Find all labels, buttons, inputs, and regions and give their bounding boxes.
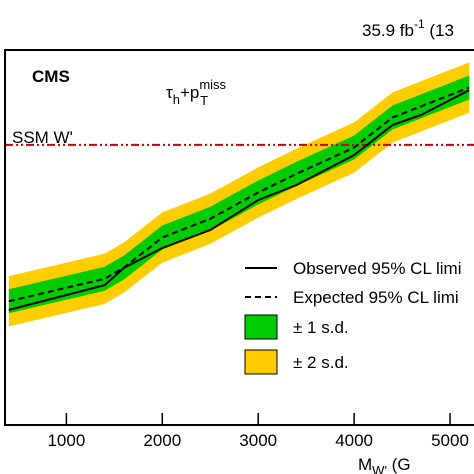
error-band	[8, 75, 470, 314]
legend-swatch	[244, 349, 278, 375]
frame	[4, 49, 474, 426]
legend-label: ± 1 s.d.	[293, 318, 349, 337]
channel-base: τ	[166, 83, 173, 102]
legend-label: Expected 95% CL limi	[293, 288, 459, 307]
channel-sup: miss	[199, 77, 226, 92]
x-label-sub: W'	[372, 463, 387, 474]
reference-label: SSM W'	[12, 128, 73, 147]
legend-label: Observed 95% CL limi	[293, 259, 462, 278]
x-tick-label: 2000	[143, 431, 181, 450]
x-tick-label: 3000	[239, 431, 277, 450]
x-label-base: M	[358, 455, 372, 474]
lumi-sup: -1	[414, 17, 425, 31]
limit-line	[8, 86, 470, 303]
channel-sub2: T	[200, 93, 208, 108]
channel-sub: h	[173, 92, 180, 107]
x-axis-label: MW' (G	[358, 455, 411, 474]
experiment-label: CMS	[32, 67, 70, 86]
lumi-label: 35.9 fb-1 (13	[362, 17, 454, 40]
channel-label: τh+pmiss T	[166, 77, 227, 108]
lumi-tail: (13	[425, 21, 454, 40]
x-tick-label: 4000	[335, 431, 373, 450]
limit-line	[8, 89, 470, 311]
lumi-text: 35.9 fb	[362, 21, 414, 40]
channel-plus: +p	[180, 83, 199, 102]
x-label-tail: (G	[387, 455, 411, 474]
legend-label: ± 2 s.d.	[293, 353, 349, 372]
x-tick-label: 1000	[47, 431, 85, 450]
legend-swatch	[244, 314, 278, 340]
x-tick-label: 5000	[431, 431, 469, 450]
